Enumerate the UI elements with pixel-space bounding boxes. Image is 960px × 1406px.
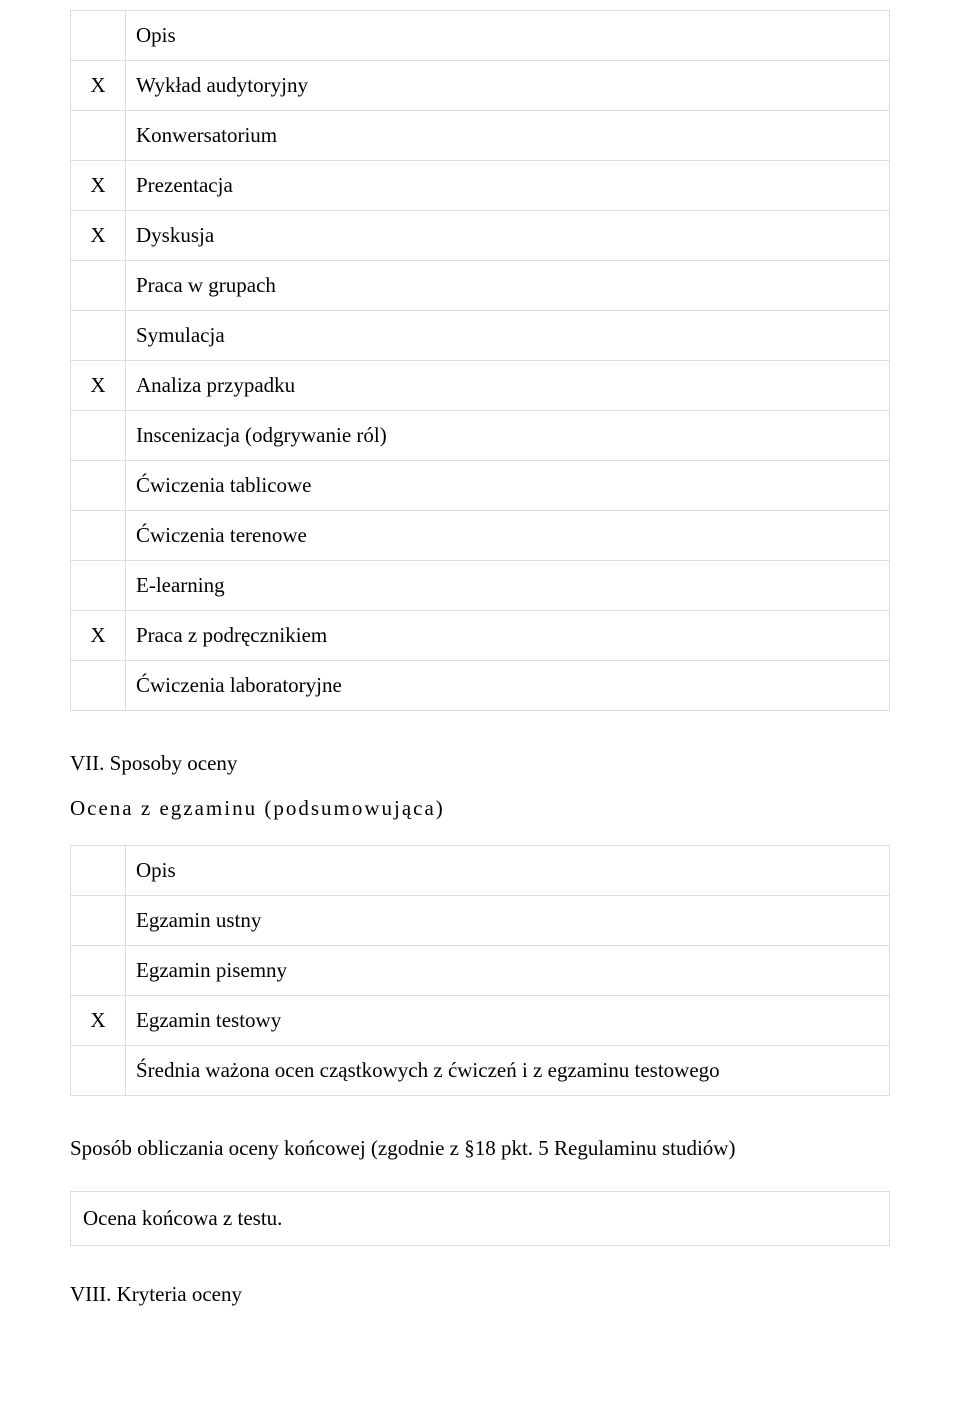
table-row: Ćwiczenia tablicowe	[71, 461, 890, 511]
mark-cell	[71, 511, 126, 561]
label-cell: Ćwiczenia laboratoryjne	[126, 661, 890, 711]
mark-cell	[71, 461, 126, 511]
label-cell: Konwersatorium	[126, 111, 890, 161]
assessment-table: Opis Egzamin ustny Egzamin pisemny X Egz…	[70, 845, 890, 1096]
label-cell: Średnia ważona ocen cząstkowych z ćwicze…	[126, 1046, 890, 1096]
page: Opis X Wykład audytoryjny Konwersatorium…	[0, 0, 960, 1357]
mark-cell	[71, 846, 126, 896]
label-cell: Prezentacja	[126, 161, 890, 211]
label-cell: Praca z podręcznikiem	[126, 611, 890, 661]
mark-cell	[71, 946, 126, 996]
table-row: E-learning	[71, 561, 890, 611]
table-row: Egzamin ustny	[71, 896, 890, 946]
label-cell: Inscenizacja (odgrywanie ról)	[126, 411, 890, 461]
table-row: Inscenizacja (odgrywanie ról)	[71, 411, 890, 461]
table-row: Symulacja	[71, 311, 890, 361]
mark-cell	[71, 111, 126, 161]
label-cell: Opis	[126, 11, 890, 61]
label-cell: Praca w grupach	[126, 261, 890, 311]
final-grade-box: Ocena końcowa z testu.	[70, 1191, 890, 1246]
table-row: Średnia ważona ocen cząstkowych z ćwicze…	[71, 1046, 890, 1096]
label-cell: Egzamin testowy	[126, 996, 890, 1046]
methods-table: Opis X Wykład audytoryjny Konwersatorium…	[70, 10, 890, 711]
label-cell: Opis	[126, 846, 890, 896]
mark-cell	[71, 311, 126, 361]
table-row: Ćwiczenia terenowe	[71, 511, 890, 561]
table-row: X Analiza przypadku	[71, 361, 890, 411]
label-cell: Analiza przypadku	[126, 361, 890, 411]
mark-cell: X	[71, 611, 126, 661]
mark-cell	[71, 261, 126, 311]
table-row: Praca w grupach	[71, 261, 890, 311]
mark-cell	[71, 1046, 126, 1096]
label-cell: Egzamin ustny	[126, 896, 890, 946]
label-cell: Ćwiczenia tablicowe	[126, 461, 890, 511]
table-row: X Dyskusja	[71, 211, 890, 261]
table-row: Ćwiczenia laboratoryjne	[71, 661, 890, 711]
label-cell: Dyskusja	[126, 211, 890, 261]
table-row: X Praca z podręcznikiem	[71, 611, 890, 661]
label-cell: Wykład audytoryjny	[126, 61, 890, 111]
label-cell: Egzamin pisemny	[126, 946, 890, 996]
mark-cell: X	[71, 61, 126, 111]
table-row: Konwersatorium	[71, 111, 890, 161]
label-cell: E-learning	[126, 561, 890, 611]
table-row: X Egzamin testowy	[71, 996, 890, 1046]
mark-cell	[71, 661, 126, 711]
table-row: Opis	[71, 846, 890, 896]
calc-note: Sposób obliczania oceny końcowej (zgodni…	[70, 1136, 890, 1161]
table-row: X Prezentacja	[71, 161, 890, 211]
mark-cell	[71, 411, 126, 461]
table-row: Egzamin pisemny	[71, 946, 890, 996]
mark-cell	[71, 561, 126, 611]
table-row: Opis	[71, 11, 890, 61]
mark-cell	[71, 11, 126, 61]
mark-cell: X	[71, 161, 126, 211]
section-7-subheading: Ocena z egzaminu (podsumowująca)	[70, 796, 890, 821]
mark-cell: X	[71, 361, 126, 411]
section-8-heading: VIII. Kryteria oceny	[70, 1282, 890, 1307]
label-cell: Ćwiczenia terenowe	[126, 511, 890, 561]
label-cell: Symulacja	[126, 311, 890, 361]
mark-cell: X	[71, 211, 126, 261]
mark-cell	[71, 896, 126, 946]
section-7-heading: VII. Sposoby oceny	[70, 751, 890, 776]
mark-cell: X	[71, 996, 126, 1046]
table-row: X Wykład audytoryjny	[71, 61, 890, 111]
